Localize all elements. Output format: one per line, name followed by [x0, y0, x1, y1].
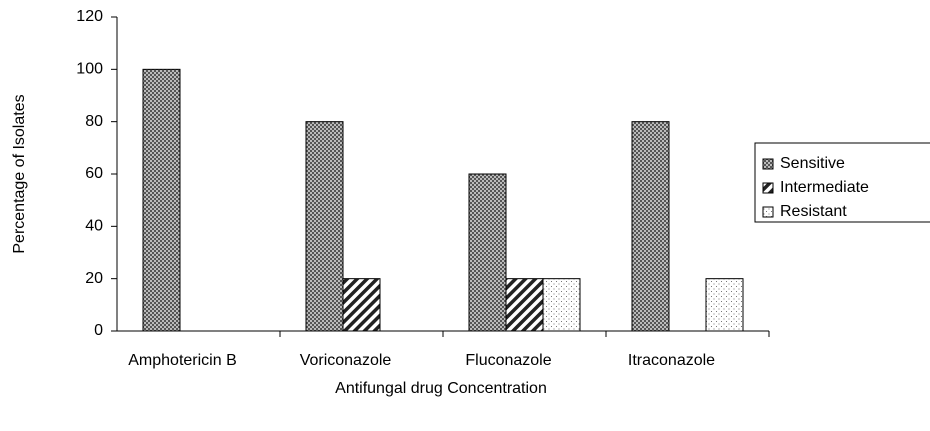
x-tick-label: Voriconazole	[300, 352, 392, 369]
bar	[705, 278, 744, 332]
y-axis-label: Percentage of Isolates	[11, 94, 28, 253]
x-tick-label: Itraconazole	[628, 352, 715, 369]
legend-swatch	[762, 182, 774, 194]
bar	[342, 278, 381, 332]
x-tick-label: Fluconazole	[465, 352, 551, 369]
legend-swatch	[762, 158, 774, 170]
legend-swatch	[762, 206, 774, 218]
y-tick-label: 60	[85, 165, 103, 182]
bar	[305, 121, 344, 332]
bar	[142, 68, 181, 332]
legend-label: Intermediate	[780, 179, 869, 196]
x-tick-label: Amphotericin B	[128, 352, 237, 369]
bar	[542, 278, 581, 332]
y-tick-label: 80	[85, 113, 103, 130]
legend-label: Sensitive	[780, 155, 845, 172]
y-tick-label: 120	[76, 8, 103, 25]
y-tick-label: 0	[94, 322, 103, 339]
y-tick-label: 40	[85, 218, 103, 235]
bar	[505, 278, 544, 332]
y-tick-label: 100	[76, 61, 103, 78]
y-tick-label: 20	[85, 270, 103, 287]
x-axis-label: Antifungal drug Concentration	[335, 380, 547, 397]
legend-label: Resistant	[780, 203, 847, 220]
bar	[631, 121, 670, 332]
legend-box	[754, 142, 930, 223]
bar	[468, 173, 507, 332]
